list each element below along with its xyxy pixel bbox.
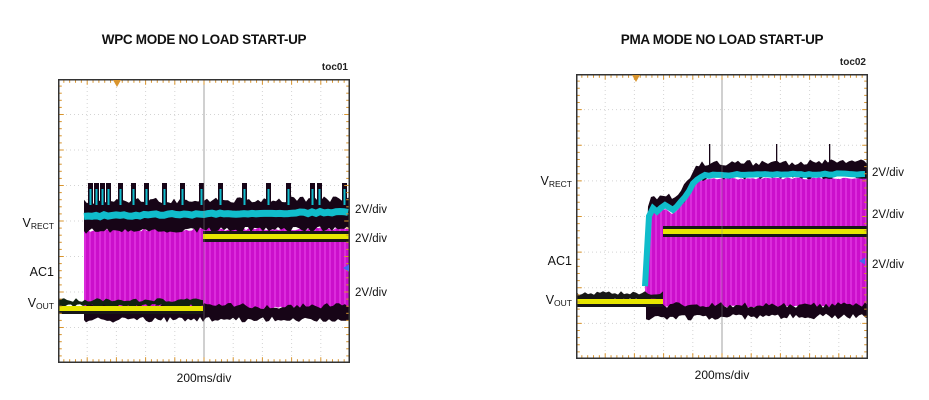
wpc-vout-label: VOUT <box>27 296 54 311</box>
wpc-vout-scale-label: 2V/div <box>355 233 387 245</box>
pma-vrect-label: VRECT <box>540 174 572 189</box>
pma-vrect-scale-label: 2V/div <box>872 167 904 179</box>
wpc-chart-title: WPC MODE NO LOAD START-UP <box>101 32 307 47</box>
pma-ac1-label: AC1 <box>547 254 572 268</box>
pma-ac1-scale-label: 2V/div <box>872 259 904 271</box>
pma-vout-scale-label: 2V/div <box>872 209 904 221</box>
pma-chart-title: PMA MODE NO LOAD START-UP <box>620 32 824 47</box>
pma-toc-tag: toc02 <box>839 57 866 68</box>
wpc-timebase-label: 200ms/div <box>176 371 232 385</box>
wpc-oscilloscope-plot <box>58 79 350 363</box>
wpc-vrect-scale-label: 2V/div <box>355 204 387 216</box>
pma-vout-label: VOUT <box>545 293 572 308</box>
wpc-ac1-scale-label: 2V/div <box>355 287 387 299</box>
pma-timebase-label: 200ms/div <box>694 368 750 382</box>
wpc-vrect-label: VRECT <box>22 216 54 231</box>
pma-oscilloscope-plot <box>576 74 868 359</box>
wpc-ac1-label: AC1 <box>29 265 54 279</box>
wpc-toc-tag: toc01 <box>321 62 348 73</box>
